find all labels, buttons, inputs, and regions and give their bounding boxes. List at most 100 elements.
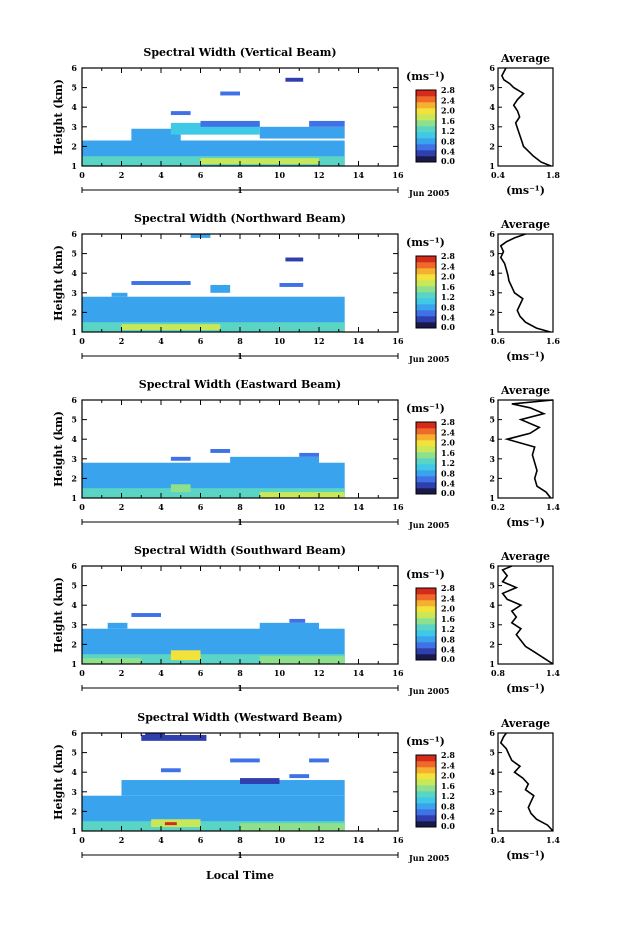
y-tick-label: 3: [71, 787, 77, 797]
colorbar-segment: [416, 144, 436, 151]
profile-line: [499, 732, 554, 832]
profile-x-label: (ms⁻¹): [506, 682, 545, 695]
colorbar-segment: [416, 803, 436, 810]
profile-y-tick-label: 3: [489, 620, 495, 630]
colorbar-tick-label: 1.6: [441, 116, 455, 126]
heatmap-cell: [107, 622, 128, 629]
x-tick-label: 14: [353, 668, 365, 678]
colorbar-segment: [416, 150, 436, 157]
heatmap-cell: [230, 456, 319, 465]
profile-x-tick-label: 0.4: [491, 835, 505, 845]
y-tick-label: 2: [71, 473, 77, 483]
date-label: Jun 2005: [408, 853, 449, 863]
profile-frame: [497, 67, 554, 167]
colorbar-segment: [416, 476, 436, 483]
profile-y-tick-label: 4: [489, 268, 495, 278]
chart-title: Spectral Width (Southward Beam): [134, 544, 346, 557]
colorbar-tick-label: 2.0: [441, 604, 455, 614]
colorbar-tick-label: 2.0: [441, 771, 455, 781]
colorbar-segment: [416, 298, 436, 305]
profile-x-label: (ms⁻¹): [506, 184, 545, 197]
profile-frame: [497, 233, 554, 333]
day-label: 1: [237, 683, 243, 693]
y-tick-label: 6: [71, 63, 77, 73]
profile-y-tick-label: 3: [489, 288, 495, 298]
colorbar-segment: [416, 773, 436, 780]
chart-title: Spectral Width (Northward Beam): [134, 212, 346, 225]
heatmap-cell: [121, 472, 260, 483]
heatmap-cell: [121, 780, 345, 796]
profile-line: [504, 399, 554, 499]
colorbar-segment: [416, 286, 436, 293]
profile-title: Average: [500, 717, 550, 730]
profile-line: [501, 565, 554, 665]
colorbar-segment: [416, 322, 436, 329]
x-tick-label: 10: [274, 835, 286, 845]
y-tick-label: 2: [71, 639, 77, 649]
profile-y-tick-label: 3: [489, 454, 495, 464]
y-axis-label: Height (km): [52, 577, 65, 653]
colorbar-segment: [416, 90, 436, 97]
x-tick-label: 14: [353, 502, 365, 512]
x-tick-label: 8: [237, 668, 243, 678]
bottom-xlabel: Local Time: [206, 869, 274, 882]
profile-y-tick-label: 2: [489, 141, 495, 151]
profile-y-tick-label: 6: [489, 728, 495, 738]
heatmap-cell: [145, 733, 165, 736]
heatmap-cell: [289, 618, 306, 623]
colorbar-segment: [416, 761, 436, 768]
y-tick-label: 5: [71, 748, 77, 758]
colorbar-tick-label: 1.2: [441, 624, 455, 634]
y-axis-label: Height (km): [52, 411, 65, 487]
x-tick-label: 2: [119, 170, 125, 180]
heatmap-cells: [82, 449, 345, 498]
heatmap-cell: [82, 658, 142, 664]
colorbar-segment: [416, 624, 436, 631]
colorbar-segment: [416, 316, 436, 323]
profile-frame: [497, 732, 554, 832]
heatmap-cells: [82, 77, 345, 166]
profile-y-tick-label: 6: [489, 229, 495, 239]
y-tick-label: 3: [71, 620, 77, 630]
heatmap-cell: [289, 774, 310, 779]
y-tick-label: 6: [71, 728, 77, 738]
heatmap-cell: [170, 650, 201, 661]
colorbar-frame: [415, 89, 437, 163]
heatmap-cell: [240, 778, 280, 784]
colorbar-tick-label: 1.6: [441, 781, 455, 791]
x-tick-label: 16: [392, 336, 404, 346]
profile-y-tick-label: 3: [489, 787, 495, 797]
profile-x-tick-label: 1.4: [546, 835, 560, 845]
colorbar-segment: [416, 102, 436, 109]
colorbar-segment: [416, 268, 436, 275]
profile-title: Average: [500, 550, 550, 563]
y-tick-label: 3: [71, 288, 77, 298]
colorbar-tick-label: 2.4: [441, 95, 455, 105]
colorbar-segment: [416, 280, 436, 287]
chart-title: Spectral Width (Westward Beam): [137, 711, 342, 724]
heatmap-cells: [82, 234, 345, 332]
profile-x-tick-label: 1.4: [546, 668, 560, 678]
heatmap-cell: [285, 77, 304, 82]
colorbar-segment: [416, 138, 436, 145]
x-tick-label: 0: [79, 170, 85, 180]
profile-y-tick-label: 1: [489, 659, 495, 669]
colorbar-segment: [416, 767, 436, 774]
x-tick-label: 12: [313, 835, 324, 845]
heatmap-cells: [82, 733, 345, 831]
y-tick-label: 5: [71, 581, 77, 591]
chart-title: Spectral Width (Eastward Beam): [139, 378, 341, 391]
colorbar-frame: [415, 255, 437, 329]
colorbar-segment: [416, 785, 436, 792]
colorbar-tick-label: 1.2: [441, 126, 455, 136]
colorbar-tick-label: 0.0: [441, 488, 455, 498]
x-tick-label: 16: [392, 668, 404, 678]
colorbar-tick-label: 0.0: [441, 322, 455, 332]
colorbar-segment: [416, 304, 436, 311]
colorbar-segment: [416, 434, 436, 441]
y-tick-label: 4: [71, 434, 77, 444]
colorbar-tick-label: 0.0: [441, 821, 455, 831]
y-tick-label: 6: [71, 395, 77, 405]
